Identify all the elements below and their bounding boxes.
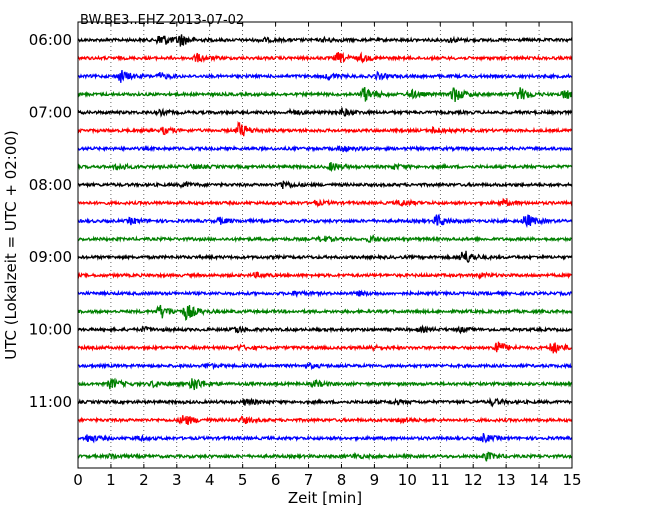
x-tick-label-7: 7 <box>304 471 314 489</box>
trace-0730 <box>77 144 573 153</box>
trace-0830 <box>77 213 573 229</box>
y-tick-label-0: 06:00 <box>29 31 72 49</box>
x-tick-label-9: 9 <box>370 471 380 489</box>
trace-0815 <box>77 197 573 208</box>
x-tick-label-11: 11 <box>431 471 450 489</box>
trace-0800 <box>77 180 573 189</box>
x-axis-ticks: 0 1 2 3 4 5 6 7 8 9 10 11 12 13 14 15 <box>73 22 582 489</box>
trace-1030 <box>77 361 573 371</box>
trace-0845 <box>77 234 573 244</box>
y-axis-label: UTC (Lokalzeit = UTC + 02:00) <box>2 130 20 360</box>
y-tick-label-1: 07:00 <box>29 103 72 121</box>
trace-0600 <box>77 34 573 47</box>
y-axis-ticks: 06:00 07:00 08:00 09:00 10:00 11:00 <box>29 31 572 411</box>
x-tick-label-5: 5 <box>238 471 248 489</box>
x-tick-label-8: 8 <box>337 471 347 489</box>
x-tick-label-13: 13 <box>497 471 516 489</box>
trace-1100 <box>77 397 573 408</box>
trace-0630 <box>77 70 573 83</box>
x-tick-label-15: 15 <box>562 471 581 489</box>
trace-0645 <box>77 87 573 103</box>
x-tick-label-12: 12 <box>464 471 483 489</box>
trace-1130 <box>77 432 573 444</box>
x-tick-label-3: 3 <box>172 471 182 489</box>
x-tick-label-2: 2 <box>139 471 149 489</box>
y-tick-label-5: 11:00 <box>29 393 72 411</box>
x-tick-label-10: 10 <box>398 471 417 489</box>
trace-0615 <box>77 51 573 64</box>
trace-0715 <box>77 120 573 137</box>
trace-0900 <box>77 250 573 263</box>
trace-0745 <box>77 161 573 173</box>
trace-1145 <box>77 451 573 462</box>
trace-1015 <box>77 341 573 354</box>
y-tick-label-3: 09:00 <box>29 248 72 266</box>
trace-0700 <box>77 107 573 118</box>
x-axis-label: Zeit [min] <box>288 489 362 507</box>
x-tick-label-14: 14 <box>530 471 549 489</box>
plot-frame <box>77 21 573 469</box>
trace-1000 <box>77 324 572 335</box>
trace-0930 <box>77 289 573 299</box>
trace-0945 <box>77 304 573 321</box>
y-tick-label-2: 08:00 <box>29 176 72 194</box>
x-tick-label-6: 6 <box>271 471 281 489</box>
x-tick-label-1: 1 <box>106 471 116 489</box>
trace-0915 <box>77 271 573 280</box>
trace-1115 <box>77 415 573 425</box>
seismogram-traces <box>77 34 573 462</box>
chart-title: BW.BE3..EHZ 2013-07-02 <box>80 13 244 28</box>
x-tick-label-4: 4 <box>205 471 215 489</box>
x-tick-label-0: 0 <box>73 471 83 489</box>
trace-1045 <box>77 377 573 391</box>
y-tick-label-4: 10:00 <box>29 321 72 339</box>
